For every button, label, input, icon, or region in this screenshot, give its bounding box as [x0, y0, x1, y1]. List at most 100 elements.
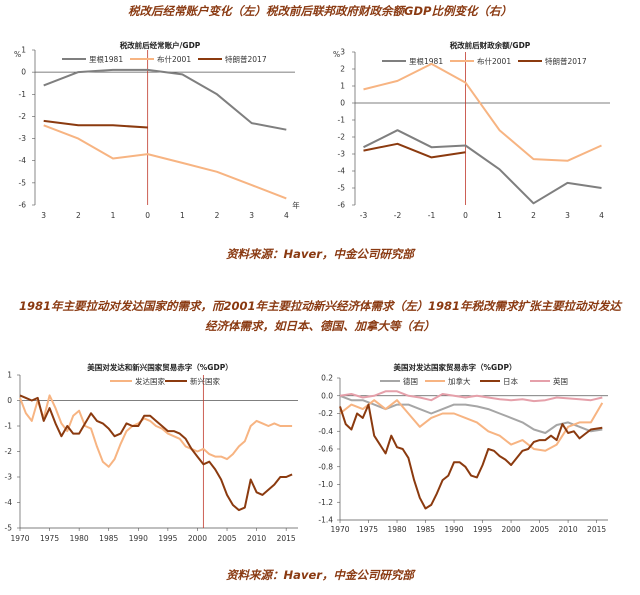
- chart2-xtick-label: -1: [428, 211, 436, 220]
- chart3-ytick-label: -3: [5, 473, 13, 482]
- chart1-legend-label: 里根1981: [89, 54, 123, 64]
- chart2-ytick-label: 2: [340, 65, 345, 74]
- middle-caption-line1: 1981年主要拉动对发达国家的需求，而2001年主要拉动新兴经济体需求（左）19…: [18, 299, 621, 313]
- chart4-xtick-label: 2015: [587, 525, 606, 534]
- chart4-title: 美国对发达国家贸易赤字（%GDP）: [394, 362, 517, 372]
- chart3-ytick-label: -1: [5, 422, 13, 431]
- chart4-ytick-label: -0.8: [318, 462, 333, 471]
- chart2-xtick-label: 3: [565, 211, 570, 220]
- chart4-ytick-label: -0.6: [318, 445, 333, 454]
- chart4-xtick-label: 1995: [473, 525, 492, 534]
- chart1-xtick-label: 4: [284, 211, 289, 220]
- chart1-group: 税改前后经常账户/GDP% 10-1-2-3-4-5-63 2 1 0 1 2 3 4年里根19…: [14, 40, 300, 220]
- chart2-ytick-label: -4: [338, 167, 346, 176]
- chart4-series-line: [339, 394, 603, 434]
- chart3-xtick-label: 1985: [99, 534, 118, 543]
- chart4-ytick-label: -0.4: [318, 427, 333, 436]
- chart1-ytick-label: -4: [19, 156, 27, 165]
- chart1-series-line: [43, 68, 287, 131]
- chart3-xtick-label: 1990: [129, 534, 148, 543]
- chart1-xtick-label: 1: [111, 211, 116, 220]
- chart3-xtick-label: 1995: [158, 534, 177, 543]
- chart4-xtick-label: 1985: [416, 525, 435, 534]
- chart2-ytick-label: -3: [338, 150, 346, 159]
- top-caption: 税改后经常账户变化（左）税改前后联邦政府财政余额GDP比例变化（右）: [128, 4, 512, 18]
- chart3-xtick-label: 1970: [10, 534, 29, 543]
- chart4-ytick-label: 0.2: [321, 374, 333, 383]
- chart2-ytick-label: 0: [340, 99, 345, 108]
- chart3-ytick-label: -5: [5, 524, 13, 533]
- chart4-xtick-label: 2010: [559, 525, 578, 534]
- chart4-ytick-label: -1.4: [318, 516, 333, 525]
- chart2-xtick-label: 2: [531, 211, 536, 220]
- chart1-title: 税改前后经常账户/GDP: [120, 40, 201, 50]
- chart1-xtick-label: 3: [249, 211, 254, 220]
- chart2-ytick-label: 1: [340, 82, 345, 91]
- chart4-xtick-label: 1980: [387, 525, 406, 534]
- chart4-group: 美国对发达国家贸易赤字（%GDP） 0.2 0.0 -0.2 -0.4 -0.6 -0.8 -…: [318, 362, 608, 534]
- chart2-xtick-label: 0: [463, 211, 468, 220]
- chart2-ytick-label: -1: [338, 116, 346, 125]
- chart4-series-line: [339, 403, 603, 510]
- chart3-legend-label: 新兴国家: [190, 376, 220, 386]
- chart3-xtick-label: 2010: [247, 534, 266, 543]
- chart4-xtick-label: 1975: [359, 525, 378, 534]
- chart3-series-line: [19, 394, 293, 468]
- chart3-xtick-label: 1980: [70, 534, 89, 543]
- chart4-ytick-label: -0.2: [318, 409, 333, 418]
- chart3-ytick-label: -4: [5, 498, 13, 507]
- chart1-legend-label: 特朗普2017: [225, 54, 267, 64]
- chart2-legend-label: 特朗普2017: [545, 56, 587, 66]
- chart4-legend-label: 加拿大: [448, 376, 471, 386]
- chart1-xtick-label: 0: [145, 211, 150, 220]
- chart1-xtick-label: 3: [41, 211, 46, 220]
- chart4-xtick-label: 1990: [444, 525, 463, 534]
- chart2-ytick-label: -2: [338, 133, 346, 142]
- chart1-xlabel: 年: [292, 200, 300, 210]
- chart1-xtick-label: 2: [215, 211, 220, 220]
- chart4-legend-label: 日本: [503, 376, 518, 386]
- chart1-unit: %: [14, 50, 21, 59]
- chart2-series-line: [363, 62, 602, 162]
- chart2-xtick-label: 4: [599, 211, 604, 220]
- chart2-xtick-label: -2: [394, 211, 402, 220]
- chart4-series-line: [339, 399, 604, 452]
- chart1-series-line: [43, 124, 287, 200]
- source-note-top: 资料来源：Haver，中金公司研究部: [226, 247, 414, 261]
- chart1-ytick-label: -3: [19, 134, 27, 143]
- chart2-xtick-label: -3: [360, 211, 368, 220]
- chart4-ytick-label: -1.0: [318, 480, 333, 489]
- chart3-legend-label: 发达国家: [135, 376, 165, 386]
- chart2-legend-label: 里根1981: [409, 56, 443, 66]
- chart1-xtick-label: 1: [180, 211, 185, 220]
- chart2-series-line: [363, 142, 466, 159]
- chart1-legend-label: 布什2001: [157, 54, 191, 64]
- chart2-ytick-label: 3: [340, 48, 345, 57]
- chart1-ytick-label: -1: [19, 90, 27, 99]
- chart1-ytick-label: -6: [19, 201, 27, 210]
- chart4-xtick-label: 2005: [530, 525, 549, 534]
- chart3-xtick-label: 2005: [217, 534, 236, 543]
- chart1-series-line: [43, 119, 148, 129]
- chart3-xtick-label: 2015: [277, 534, 296, 543]
- chart1-ytick-label: -2: [19, 112, 27, 121]
- chart3-xtick-label: 1975: [40, 534, 59, 543]
- chart2-series-line: [363, 129, 602, 205]
- chart1-ytick-label: -5: [19, 178, 27, 187]
- chart3-xtick-label: 2000: [188, 534, 207, 543]
- chart1-ytick-label: 0: [21, 68, 26, 77]
- chart4-legend-label: 德国: [403, 376, 418, 386]
- chart4-ytick-label: 0.0: [321, 391, 333, 400]
- chart3-series-line: [19, 394, 293, 512]
- chart2-ytick-label: -6: [338, 201, 346, 210]
- chart4-xtick-label: 2000: [502, 525, 521, 534]
- middle-caption-line2: 经济体需求，如日本、德国、加拿大等（右）: [205, 319, 435, 333]
- chart1-ytick-label: 1: [21, 46, 26, 55]
- chart3-ytick-label: -2: [5, 447, 13, 456]
- chart4-legend-label: 英国: [553, 376, 568, 386]
- chart2-legend-label: 布什2001: [477, 56, 511, 66]
- source-note-bottom: 资料来源：Haver，中金公司研究部: [226, 568, 414, 582]
- chart2-title: 税改前后财政余额/GDP: [450, 40, 531, 50]
